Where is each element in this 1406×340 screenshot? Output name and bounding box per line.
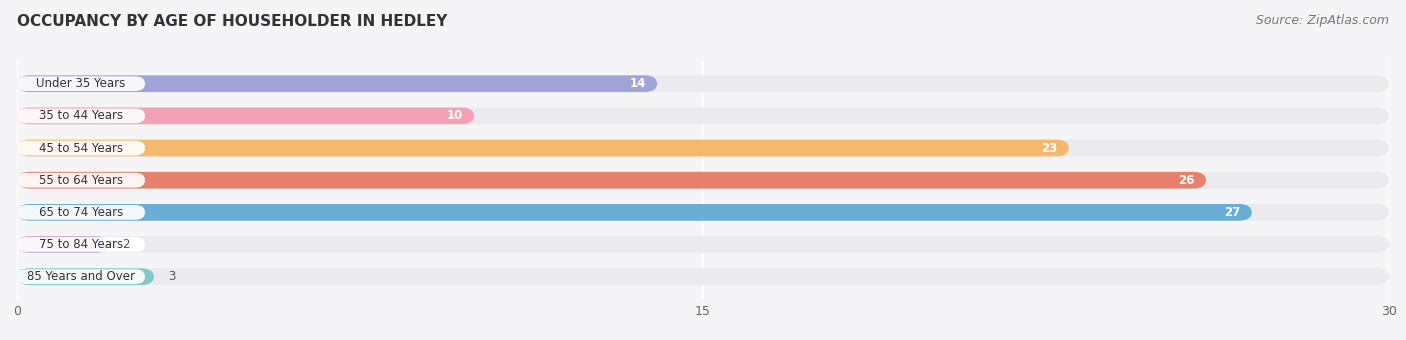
- FancyBboxPatch shape: [17, 107, 474, 124]
- FancyBboxPatch shape: [17, 204, 1251, 221]
- Text: 55 to 64 Years: 55 to 64 Years: [39, 174, 122, 187]
- FancyBboxPatch shape: [17, 108, 145, 123]
- FancyBboxPatch shape: [17, 141, 145, 155]
- FancyBboxPatch shape: [17, 172, 1389, 189]
- FancyBboxPatch shape: [17, 75, 657, 92]
- FancyBboxPatch shape: [17, 205, 145, 220]
- Text: 27: 27: [1225, 206, 1240, 219]
- FancyBboxPatch shape: [17, 140, 1069, 156]
- Text: 14: 14: [630, 77, 645, 90]
- Text: 10: 10: [447, 109, 463, 122]
- Text: 85 Years and Over: 85 Years and Over: [27, 270, 135, 283]
- FancyBboxPatch shape: [17, 173, 145, 188]
- FancyBboxPatch shape: [17, 75, 1389, 92]
- FancyBboxPatch shape: [17, 204, 1389, 221]
- FancyBboxPatch shape: [17, 76, 145, 91]
- Text: 35 to 44 Years: 35 to 44 Years: [39, 109, 122, 122]
- Text: 3: 3: [167, 270, 176, 283]
- Text: 65 to 74 Years: 65 to 74 Years: [39, 206, 124, 219]
- Text: 75 to 84 Years: 75 to 84 Years: [39, 238, 122, 251]
- Text: 45 to 54 Years: 45 to 54 Years: [39, 141, 122, 155]
- FancyBboxPatch shape: [17, 268, 1389, 285]
- Text: Under 35 Years: Under 35 Years: [37, 77, 125, 90]
- FancyBboxPatch shape: [17, 107, 1389, 124]
- FancyBboxPatch shape: [17, 236, 108, 253]
- FancyBboxPatch shape: [17, 140, 1389, 156]
- FancyBboxPatch shape: [17, 172, 1206, 189]
- Text: OCCUPANCY BY AGE OF HOUSEHOLDER IN HEDLEY: OCCUPANCY BY AGE OF HOUSEHOLDER IN HEDLE…: [17, 14, 447, 29]
- Text: Source: ZipAtlas.com: Source: ZipAtlas.com: [1256, 14, 1389, 27]
- FancyBboxPatch shape: [17, 237, 145, 252]
- Text: 2: 2: [122, 238, 129, 251]
- FancyBboxPatch shape: [17, 269, 145, 284]
- Text: 23: 23: [1042, 141, 1057, 155]
- FancyBboxPatch shape: [17, 236, 1389, 253]
- Text: 26: 26: [1178, 174, 1195, 187]
- FancyBboxPatch shape: [17, 268, 155, 285]
